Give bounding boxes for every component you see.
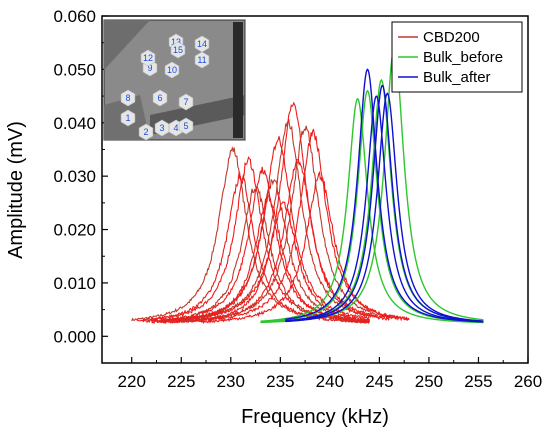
y-tick-label: 0.050 <box>53 60 96 79</box>
y-axis-ticks: 0.000 0.010 0.020 0.030 0.040 0.050 0.060 <box>53 7 108 346</box>
legend: CBD200 Bulk_before Bulk_after <box>391 21 523 93</box>
inset-cell <box>194 51 210 69</box>
inset-cell-label: 13 <box>171 37 181 47</box>
x-tick-label: 245 <box>365 372 393 391</box>
legend-label-bulk-before: Bulk_before <box>423 49 503 66</box>
inset-cell-label: 3 <box>159 123 164 133</box>
y-tick-label: 0.000 <box>53 327 96 346</box>
curve-cbd200 <box>146 185 370 324</box>
y-axis-title: Amplitude (mV) <box>5 121 27 259</box>
curve-cbd200 <box>200 170 410 325</box>
inset-cell <box>164 61 180 79</box>
x-tick-label: 260 <box>514 372 542 391</box>
x-tick-label: 240 <box>316 372 344 391</box>
inset-cell <box>140 49 156 67</box>
inset-cell-label: 6 <box>157 93 162 103</box>
x-tick-label: 250 <box>415 372 443 391</box>
inset-cell-label: 14 <box>197 39 207 49</box>
inset-cell-label: 5 <box>183 121 188 131</box>
inset-cell <box>178 117 194 135</box>
y-tick-label: 0.060 <box>53 7 96 26</box>
inset-cell-label: 1 <box>125 113 130 123</box>
y-tick-label: 0.040 <box>53 114 96 133</box>
curve-bulk-after <box>285 95 484 323</box>
curve-cbd200 <box>141 155 370 324</box>
inset-cell <box>120 89 136 107</box>
inset-cell <box>152 89 168 107</box>
inset-band <box>104 20 150 70</box>
legend-label-cbd200: CBD200 <box>423 29 480 46</box>
y-tick-label: 0.010 <box>53 274 96 293</box>
curves-group <box>131 46 484 325</box>
curve-cbd200 <box>170 118 370 323</box>
inset-cell-label: 2 <box>143 127 148 137</box>
inset-cell-label: 12 <box>143 53 153 63</box>
curve-bulk-after <box>285 92 484 323</box>
x-tick-label: 220 <box>118 372 146 391</box>
inset-cell-label: 8 <box>125 93 130 103</box>
inset-cell <box>138 123 154 140</box>
inset-cell-label: 4 <box>173 123 178 133</box>
inset-cell-label: 10 <box>167 65 177 75</box>
inset-cell-label: 9 <box>147 63 152 73</box>
x-axis-ticks: 220 225 230 235 240 245 250 255 260 <box>118 357 542 391</box>
x-tick-label: 255 <box>464 372 492 391</box>
x-tick-label: 230 <box>217 372 245 391</box>
curve-cbd200 <box>171 101 390 323</box>
inset-cell <box>120 109 136 127</box>
y-tick-label: 0.020 <box>53 221 96 240</box>
inset-cell-label: 11 <box>197 55 206 65</box>
inset-cell <box>194 35 210 53</box>
x-tick-label: 235 <box>266 372 294 391</box>
x-axis-title: Frequency (kHz) <box>241 406 389 428</box>
x-tick-label: 225 <box>167 372 195 391</box>
legend-label-bulk-after: Bulk_after <box>423 69 491 86</box>
y-tick-label: 0.030 <box>53 167 96 186</box>
inset-cell <box>178 93 194 111</box>
inset-cell <box>170 41 186 59</box>
inset-colorbar <box>233 22 243 138</box>
curve-bulk-after <box>285 84 484 322</box>
inset-cell-label: 15 <box>173 45 183 55</box>
inset-cell-label: 7 <box>183 97 188 107</box>
